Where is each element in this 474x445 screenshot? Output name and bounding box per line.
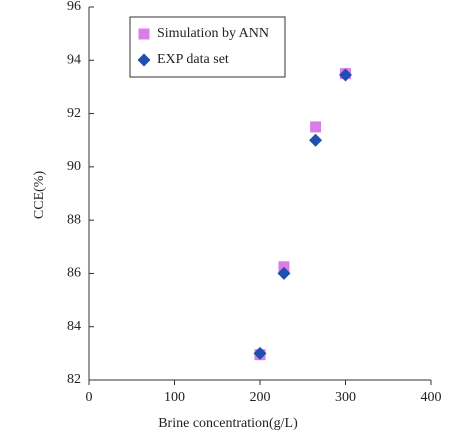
data-point bbox=[309, 133, 323, 147]
legend-marker bbox=[137, 53, 151, 67]
y-tick-label: 82 bbox=[67, 372, 81, 387]
data-point bbox=[339, 68, 352, 82]
x-tick-label: 100 bbox=[164, 390, 185, 405]
y-tick-label: 86 bbox=[67, 266, 81, 281]
data-point bbox=[278, 261, 290, 273]
x-tick-label: 200 bbox=[250, 390, 271, 405]
data-point bbox=[310, 121, 322, 133]
y-tick-label: 94 bbox=[67, 53, 81, 68]
y-tick-label: 96 bbox=[67, 0, 81, 14]
x-tick-label: 0 bbox=[86, 390, 93, 405]
data-point bbox=[253, 346, 267, 360]
legend-label: Simulation by ANN bbox=[157, 26, 269, 41]
legend-box bbox=[129, 16, 286, 78]
y-axis-label: CCE(%) bbox=[32, 171, 47, 220]
y-tick-label: 92 bbox=[67, 106, 81, 121]
x-tick-label: 300 bbox=[335, 390, 356, 405]
y-tick-label: 90 bbox=[67, 159, 81, 174]
legend-label: EXP data set bbox=[157, 52, 229, 67]
legend-marker bbox=[138, 28, 150, 40]
y-tick-label: 84 bbox=[67, 319, 81, 334]
x-axis-label: Brine concentration(g/L) bbox=[158, 416, 298, 431]
data-point bbox=[277, 266, 291, 280]
y-tick-label: 88 bbox=[67, 212, 81, 227]
x-tick-label: 400 bbox=[421, 390, 442, 405]
